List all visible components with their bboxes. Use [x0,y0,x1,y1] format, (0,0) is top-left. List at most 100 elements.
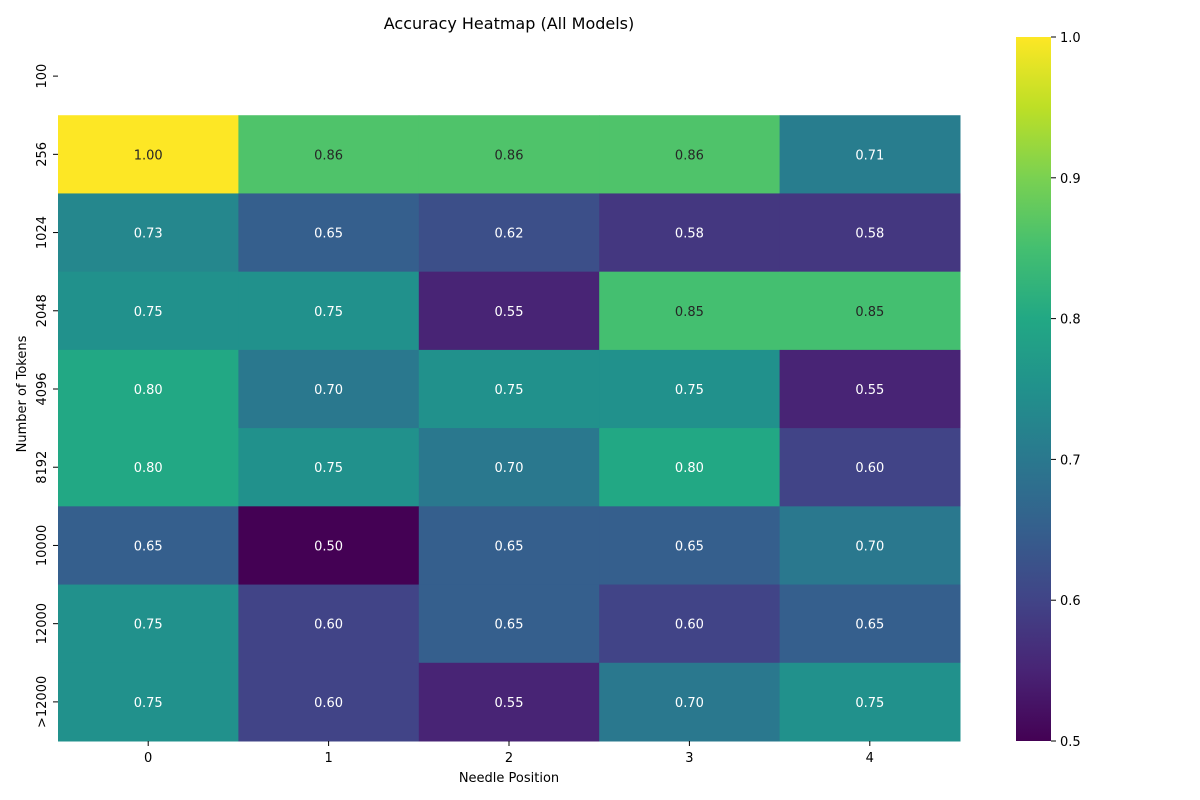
heatmap-cell [238,584,420,664]
y-tick-label: 8192 [35,451,50,484]
cell-value-label: 0.60 [314,696,343,711]
cell-value-label: 0.50 [314,539,343,554]
heatmap-cell [58,662,239,742]
cell-value-label: 0.58 [675,227,704,242]
heatmap-cell [238,115,420,194]
heatmap-cell [418,584,600,664]
heatmap-cell [779,506,961,586]
cell-value-label: 0.60 [314,618,343,633]
y-tick-label: >12000 [35,676,50,728]
heatmap-cell [599,115,781,194]
heatmap-cell [779,662,961,742]
cell-value-label: 0.65 [495,539,524,554]
cell-value-label: 0.86 [314,148,343,163]
heatmap-cell [238,349,420,429]
heatmap-cell [599,271,781,351]
y-axis-label: Number of Tokens [15,335,30,452]
x-tick-label: 1 [324,751,332,766]
cell-value-label: 0.75 [495,383,524,398]
cell-value-label: 0.75 [134,618,163,633]
heatmap-cell [599,506,781,586]
heatmap-cell [779,115,961,194]
heatmap-cell [58,115,239,194]
heatmap-cell [779,584,961,664]
cell-value-label: 0.70 [855,539,884,554]
cell-value-label: 0.86 [495,148,524,163]
heatmap-cell [58,271,239,351]
colorbar-tick-label: 0.5 [1060,735,1081,750]
heatmap-cell [418,428,600,507]
x-tick-label: 4 [866,751,874,766]
x-tick-label: 2 [505,751,513,766]
heatmap-cell [779,271,961,351]
heatmap-cell [599,584,781,664]
heatmap-cell [599,349,781,429]
cell-value-label: 0.58 [855,227,884,242]
colorbar-tick-label: 0.7 [1060,453,1081,468]
colorbar-ticks: 0.5 0.6 0.7 0.8 0.9 1.0 [1051,31,1081,750]
y-tick-label: 1024 [35,216,50,249]
cell-value-label: 0.65 [134,539,163,554]
cell-value-label: 0.70 [495,461,524,476]
x-tick-label: 0 [144,751,152,766]
y-tick-label: 100 [35,64,50,89]
cell-value-label: 0.62 [495,227,524,242]
heatmap-cell [238,271,420,351]
colorbar-tick-label: 0.6 [1060,594,1081,609]
cell-value-label: 0.55 [855,383,884,398]
cell-value-label: 0.65 [675,539,704,554]
heatmap-cell [418,271,600,351]
colorbar-tick-label: 0.9 [1060,172,1081,187]
x-axis: 0 1 2 3 4 [144,741,874,766]
heatmap-cell [599,428,781,507]
heatmap-cell [238,428,420,507]
heatmap-cell [58,584,239,664]
heatmap-cell [418,662,600,742]
y-tick-label: 10000 [35,525,50,566]
cell-value-label: 0.80 [675,461,704,476]
cell-value-label: 0.65 [855,618,884,633]
cell-value-label: 0.85 [855,305,884,320]
cell-value-label: 0.80 [134,461,163,476]
cell-value-label: 0.65 [314,227,343,242]
colorbar-tick-label: 1.0 [1060,31,1081,46]
cell-value-label: 1.00 [134,148,163,163]
heatmap-cells [58,115,961,742]
cell-value-label: 0.60 [855,461,884,476]
cell-value-label: 0.75 [675,383,704,398]
cell-value-label: 0.80 [134,383,163,398]
cell-value-label: 0.75 [134,305,163,320]
cell-value-label: 0.75 [855,696,884,711]
y-axis: 100 256 1024 2048 4096 8192 10000 12000 >12000 [35,64,58,728]
heatmap-cell [599,193,781,273]
cell-value-label: 0.55 [495,696,524,711]
cell-value-label: 0.75 [314,461,343,476]
heatmap-cell [58,506,239,586]
heatmap-cell [418,349,600,429]
cell-value-label: 0.65 [495,618,524,633]
y-tick-label: 2048 [35,294,50,327]
heatmap-cell [238,506,420,586]
cell-value-label: 0.75 [314,305,343,320]
cell-value-label: 0.73 [134,227,163,242]
heatmap-cell [599,662,781,742]
heatmap-cell [779,193,961,273]
heatmap-cell [238,662,420,742]
cell-value-label: 0.60 [675,618,704,633]
heatmap-cell [58,349,239,429]
heatmap-cell [418,115,600,194]
heatmap-cell-labels: 1.00 0.86 0.86 0.86 0.71 0.73 0.65 0.62 0.58 0.58… [134,148,885,711]
cell-value-label: 0.70 [314,383,343,398]
x-axis-label: Needle Position [459,771,559,786]
y-tick-label: 256 [35,142,50,167]
cell-value-label: 0.71 [855,148,884,163]
heatmap-cell [418,193,600,273]
heatmap-cell [58,193,239,273]
colorbar-tick-label: 0.8 [1060,313,1081,328]
cell-value-label: 0.85 [675,305,704,320]
cell-value-label: 0.86 [675,148,704,163]
cell-value-label: 0.75 [134,696,163,711]
colorbar [1016,37,1051,741]
heatmap-cell [58,428,239,507]
